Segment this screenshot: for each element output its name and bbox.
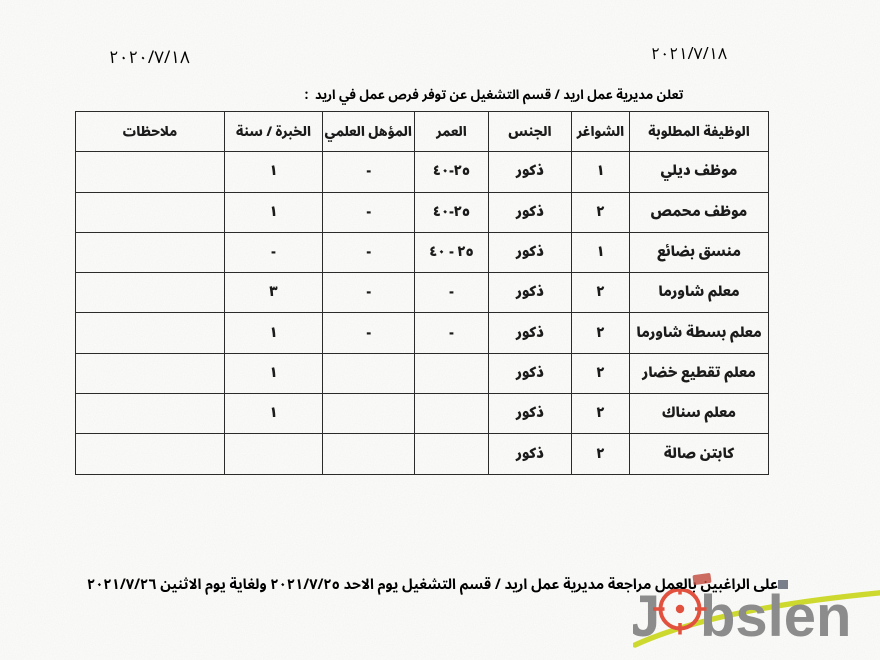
svg-text:bslen: bslen — [700, 589, 852, 649]
svg-text:J: J — [633, 589, 660, 649]
